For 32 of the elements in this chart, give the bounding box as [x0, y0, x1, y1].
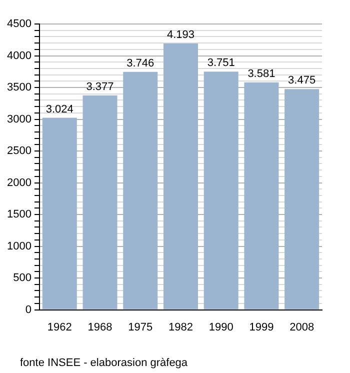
x-tick-label: 1968: [88, 321, 112, 334]
y-tick-label: 4000: [6, 50, 32, 62]
x-tick-label: 1990: [208, 321, 234, 334]
y-tick-label: 3000: [6, 113, 32, 126]
data-label: 3.581: [248, 68, 276, 80]
data-label: 3.746: [126, 57, 154, 70]
y-tick-label: 2500: [6, 145, 32, 158]
bar: [204, 72, 238, 310]
data-label: 3.475: [288, 74, 316, 87]
bar: [284, 89, 320, 310]
y-tick-label: 0: [25, 304, 32, 316]
x-tick-label: 1999: [249, 321, 274, 334]
y-tick-label: 4500: [6, 18, 32, 30]
x-tick-label: 1982: [168, 321, 193, 334]
data-label: 3.024: [46, 103, 74, 116]
bar: [244, 82, 279, 310]
source-note: fonte INSEE - elaborasion gràfega: [20, 357, 188, 369]
x-tick-label: 2008: [290, 321, 314, 334]
y-tick-label: 1000: [6, 240, 32, 252]
bar: [123, 72, 158, 310]
y-tick-label: 3500: [6, 82, 32, 94]
data-label: 3.751: [207, 57, 235, 70]
y-tick-label: 500: [13, 272, 32, 284]
bar: [82, 95, 118, 310]
data-label: 4.193: [166, 29, 194, 42]
data-label: 3.377: [86, 80, 114, 93]
y-tick-label: 2000: [6, 176, 32, 189]
y-tick-label: 1500: [6, 208, 32, 221]
bar: [163, 44, 198, 310]
x-tick-label: 1975: [128, 321, 153, 334]
bar: [42, 118, 77, 310]
x-tick-label: 1962: [47, 321, 72, 334]
